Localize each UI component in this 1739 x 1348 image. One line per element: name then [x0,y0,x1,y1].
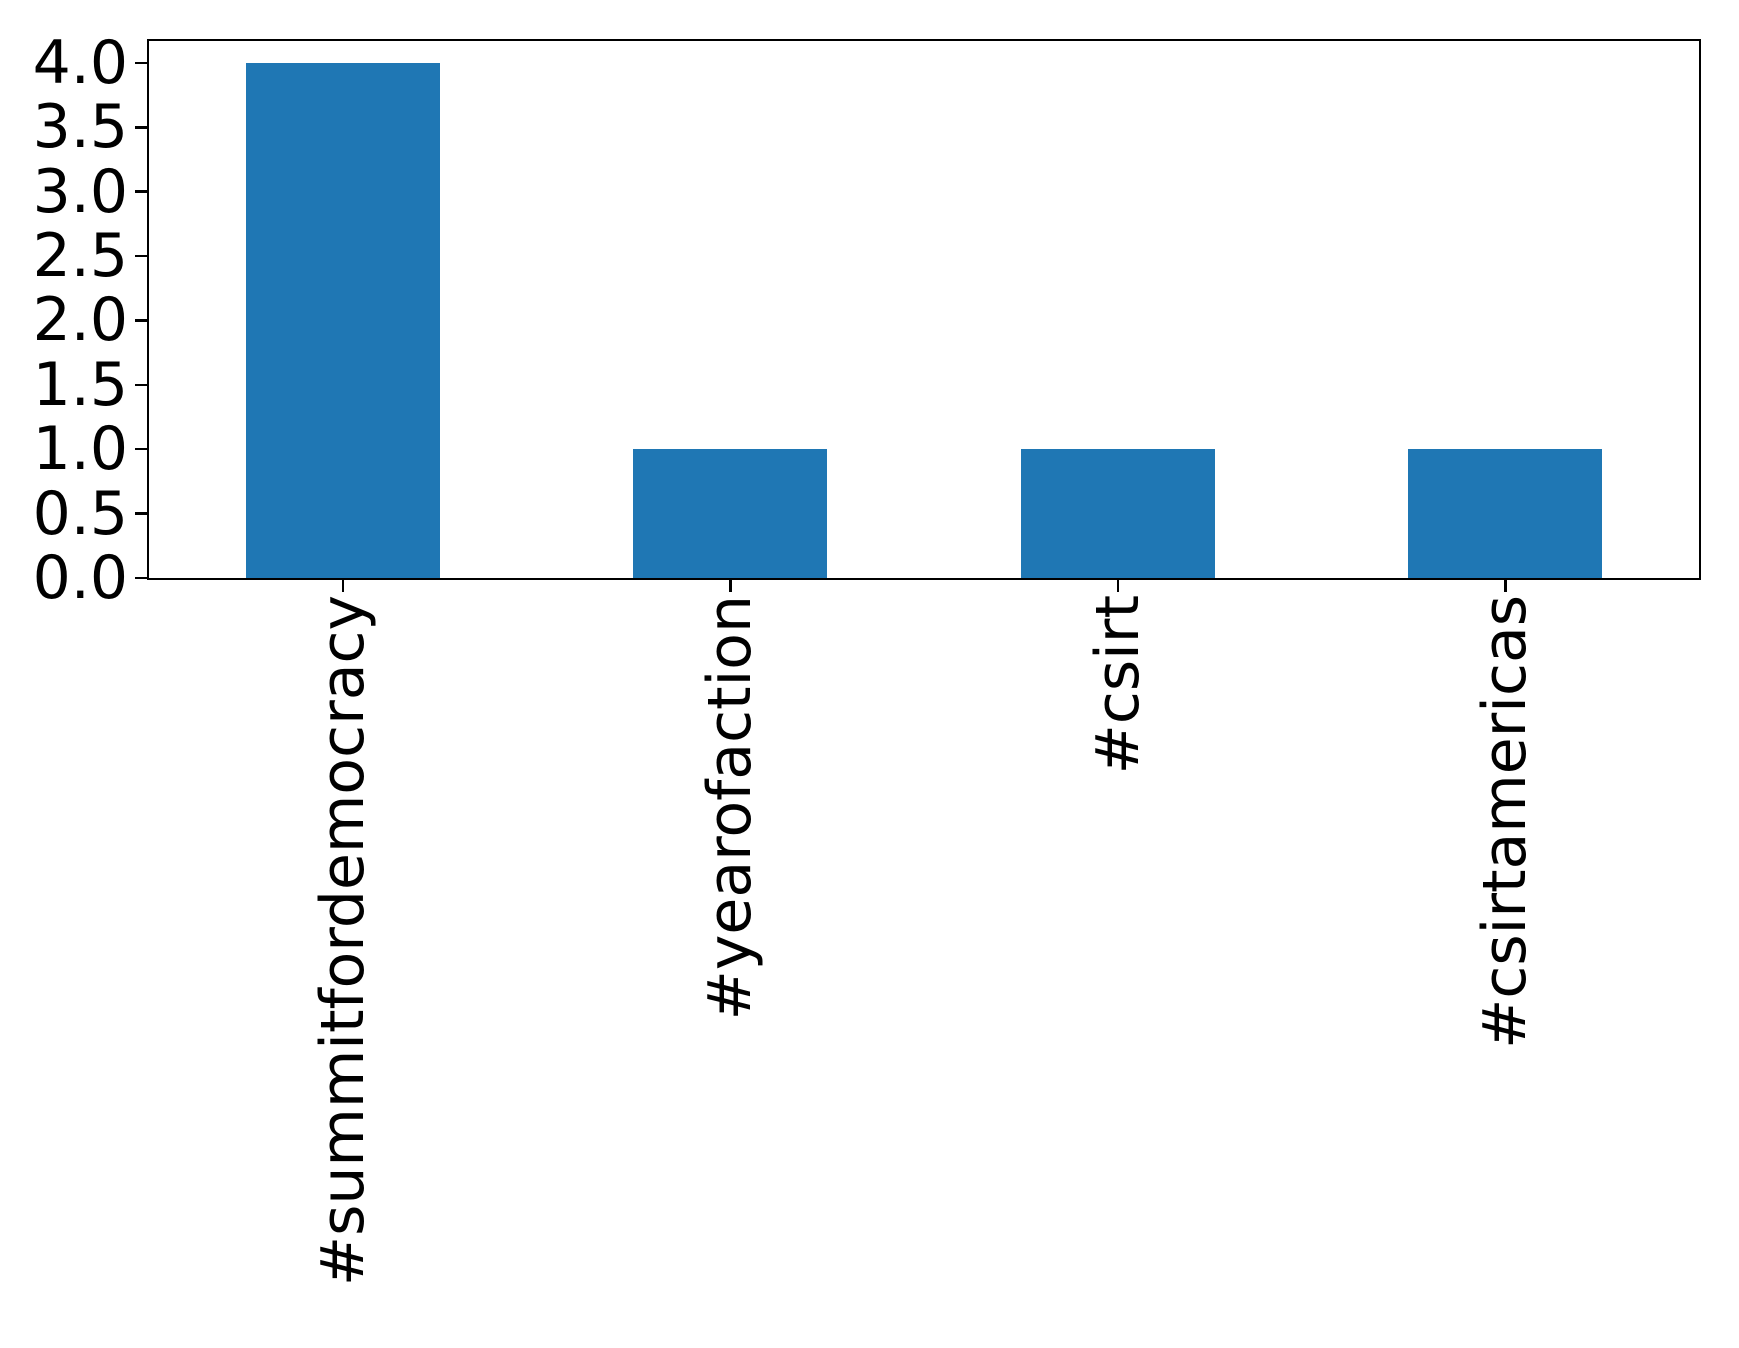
x-tick-mark [1504,580,1507,592]
y-tick-label: 3.5 [32,92,128,163]
y-tick-mark [135,61,149,65]
y-tick-label: 2.5 [32,221,128,292]
bar [245,62,440,578]
bar [1408,449,1603,578]
y-tick-mark [135,254,149,258]
y-tick-label: 2.0 [32,285,128,356]
y-tick-label: 0.5 [32,478,128,549]
x-tick-label: #summitfordemocracy [307,595,378,1287]
y-tick-mark [135,512,149,515]
y-tick-mark [135,126,149,129]
y-tick-mark [135,319,149,322]
bar [1020,449,1215,578]
y-tick-label: 4.0 [32,27,128,98]
y-tick-label: 1.5 [32,349,128,420]
x-tick-label: #csirtamericas [1470,595,1541,1049]
y-tick-mark [135,576,149,580]
x-tick-label: #yearofaction [695,595,766,1021]
x-tick-mark [1116,580,1119,592]
y-tick-mark [135,447,149,451]
bar [633,449,828,578]
y-tick-label: 3.0 [32,156,128,227]
x-tick-mark [341,580,344,592]
x-tick-mark [729,580,732,592]
y-tick-label: 1.0 [32,414,128,485]
y-tick-mark [135,383,149,387]
x-tick-label: #csirt [1082,595,1153,775]
y-tick-mark [135,190,149,193]
y-tick-label: 0.0 [32,543,128,613]
